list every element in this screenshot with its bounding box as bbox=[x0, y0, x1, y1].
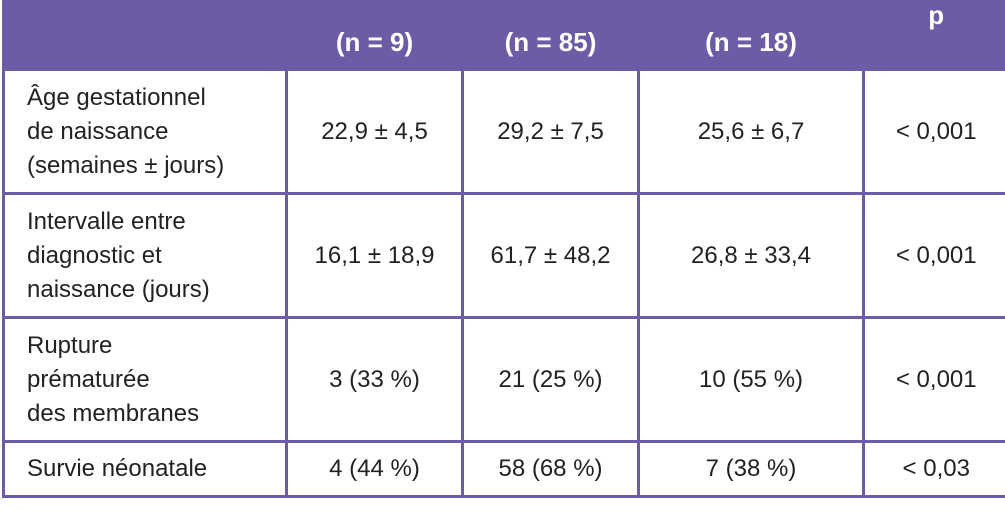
data-table: (n = 9) (n = 85) (n = 18) p Âge gestationne… bbox=[2, 0, 1005, 498]
table-cell: 16,1 ± 18,9 bbox=[285, 192, 464, 319]
row-label: Intervalle entre diagnostic et naissance (… bbox=[2, 192, 288, 319]
row-label: Rupture prématurée des membranes bbox=[2, 316, 288, 443]
header-cell: (n = 9) bbox=[285, 0, 464, 71]
table-row: Âge gestationnel de naissance (semaines ± … bbox=[2, 68, 1005, 195]
header-cell: p bbox=[862, 0, 1005, 71]
table-cell: 7 (38 %) bbox=[637, 440, 865, 498]
table-cell: < 0,001 bbox=[862, 68, 1005, 195]
table-cell: 58 (68 %) bbox=[461, 440, 640, 498]
header-row: (n = 9) (n = 85) (n = 18) p bbox=[2, 0, 1005, 71]
table-row: Survie néonatale 4 (44 %) 58 (68 %) 7 (38 %… bbox=[2, 440, 1005, 498]
row-label-line: de naissance bbox=[27, 117, 169, 145]
row-label-line: (semaines ± jours) bbox=[27, 151, 225, 179]
table-cell: < 0,001 bbox=[862, 316, 1005, 443]
row-label-line: naissance (jours) bbox=[27, 275, 210, 303]
table-body: Âge gestationnel de naissance (semaines ± … bbox=[2, 68, 1005, 498]
row-label: Survie néonatale bbox=[2, 440, 288, 498]
row-label-line: prématurée bbox=[27, 365, 150, 393]
table-cell: 26,8 ± 33,4 bbox=[637, 192, 865, 319]
header-cell bbox=[2, 0, 288, 71]
table-cell: 4 (44 %) bbox=[285, 440, 464, 498]
header-cell: (n = 85) bbox=[461, 0, 640, 71]
row-label-line: des membranes bbox=[27, 399, 200, 427]
row-label: Âge gestationnel de naissance (semaines ± … bbox=[2, 68, 288, 195]
table-cell: 3 (33 %) bbox=[285, 316, 464, 443]
row-label-line: Rupture bbox=[27, 331, 113, 359]
table-cell: 29,2 ± 7,5 bbox=[461, 68, 640, 195]
row-label-line: Âge gestationnel bbox=[27, 83, 206, 111]
row-label-line: Intervalle entre bbox=[27, 207, 186, 235]
table-cell: 61,7 ± 48,2 bbox=[461, 192, 640, 319]
table-cell: < 0,001 bbox=[862, 192, 1005, 319]
table-cell: 21 (25 %) bbox=[461, 316, 640, 443]
header-cell: (n = 18) bbox=[637, 0, 865, 71]
table-cell: < 0,03 bbox=[862, 440, 1005, 498]
table-row: Rupture prématurée des membranes 3 (33 %) 21… bbox=[2, 316, 1005, 443]
row-label-line: diagnostic et bbox=[27, 241, 162, 269]
table-cell: 25,6 ± 6,7 bbox=[637, 68, 865, 195]
table-cell: 22,9 ± 4,5 bbox=[285, 68, 464, 195]
table-row: Intervalle entre diagnostic et naissance (… bbox=[2, 192, 1005, 319]
table-cell: 10 (55 %) bbox=[637, 316, 865, 443]
row-label-line: Survie néonatale bbox=[27, 455, 208, 482]
